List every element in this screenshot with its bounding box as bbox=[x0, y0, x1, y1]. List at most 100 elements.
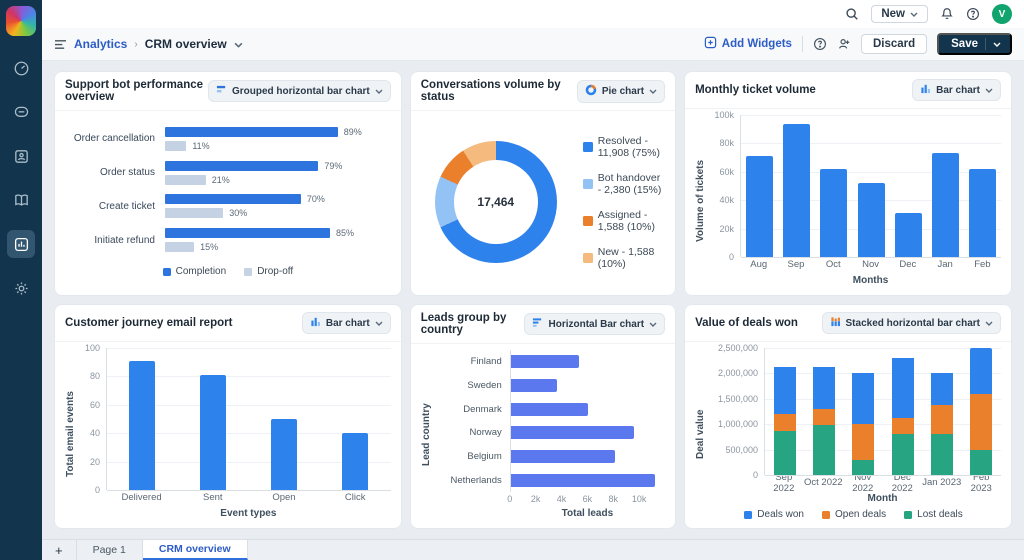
chart-type-selector[interactable]: Bar chart bbox=[912, 79, 1001, 101]
y-tick: 0 bbox=[729, 252, 735, 262]
info-icon[interactable] bbox=[813, 37, 827, 51]
bar bbox=[165, 174, 206, 185]
gridline bbox=[107, 376, 391, 378]
panel-title: Conversations volume by status bbox=[420, 79, 561, 103]
legend-item: Completion bbox=[162, 266, 226, 277]
y-axis-title: Volume of tickets bbox=[695, 159, 707, 243]
bar-group: Order cancellation 89% 11% bbox=[65, 126, 391, 151]
legend-item: New - 1,588 (10%) bbox=[582, 246, 665, 270]
gridline bbox=[741, 257, 1001, 258]
discard-button[interactable]: Discard bbox=[860, 34, 928, 54]
search-icon[interactable] bbox=[845, 7, 859, 21]
x-tick: Sep bbox=[787, 259, 805, 270]
grouped-bar-chart: Order cancellation 89% 11% Order status 79% 2… bbox=[65, 117, 391, 287]
report-chevron-down-icon[interactable] bbox=[234, 37, 243, 51]
donut-center-total: 17,464 bbox=[453, 160, 538, 244]
x-axis-title: Total leads bbox=[561, 508, 614, 519]
new-button[interactable]: New bbox=[871, 5, 928, 23]
bar-segment bbox=[813, 367, 836, 409]
gridline bbox=[107, 348, 391, 349]
gridline bbox=[765, 424, 1001, 426]
plus-square-icon bbox=[704, 36, 717, 52]
legend-item: Open deals bbox=[822, 509, 886, 520]
add-page-button[interactable]: + bbox=[42, 540, 77, 560]
legend-item: Drop-off bbox=[244, 266, 293, 277]
bar bbox=[510, 473, 655, 487]
chart-type-selector[interactable]: Stacked horizontal bar chart bbox=[821, 312, 1001, 334]
add-widgets-label: Add Widgets bbox=[721, 38, 792, 50]
sidebar-item-contacts[interactable] bbox=[7, 142, 35, 170]
freshworks-logo[interactable] bbox=[6, 6, 36, 36]
dashboard-grid: Support bot performance overview Grouped… bbox=[42, 61, 1024, 539]
bar-group: Order status 79% 21% bbox=[65, 160, 391, 185]
x-axis-ticks: 0 2k 4k 6k 8k 10k bbox=[507, 492, 665, 505]
avatar[interactable]: V bbox=[992, 4, 1012, 24]
sidebar-item-analytics[interactable] bbox=[7, 230, 35, 258]
sidebar-item-conversations[interactable] bbox=[7, 98, 35, 126]
x-tick: Nov 2022 bbox=[852, 471, 874, 494]
bar bbox=[510, 450, 615, 464]
stacked-bar bbox=[930, 348, 953, 475]
bar bbox=[165, 160, 319, 171]
sidebar bbox=[0, 0, 42, 560]
chart-legend: Deals won Open deals Lost deals bbox=[706, 505, 1001, 520]
sidebar-item-dashboard[interactable] bbox=[7, 54, 35, 82]
panel-support-bot-performance: Support bot performance overview Grouped… bbox=[54, 71, 402, 296]
bar-row: Sweden bbox=[432, 373, 665, 398]
chart-type-label: Horizontal Bar chart bbox=[548, 318, 645, 330]
grouped-hbar-chart-icon bbox=[216, 84, 227, 98]
bar bbox=[510, 402, 588, 416]
chevron-down-icon bbox=[375, 86, 383, 97]
panel-title: Customer journey email report bbox=[65, 317, 233, 329]
y-tick: 60 bbox=[89, 399, 100, 410]
horizontal-bar-chart-icon bbox=[532, 317, 543, 331]
chart-legend: Completion Drop-off bbox=[65, 262, 391, 277]
bar-segment bbox=[852, 459, 875, 475]
gridline bbox=[741, 143, 1001, 145]
y-tick: 2,500,000 bbox=[718, 343, 759, 353]
gridline bbox=[107, 433, 391, 435]
book-icon bbox=[13, 192, 30, 209]
legend-item: Bot handover - 2,380 (15%) bbox=[582, 171, 665, 196]
share-user-icon[interactable] bbox=[837, 37, 851, 51]
y-axis: 100k 80k 60k 40k 20k 0 bbox=[706, 110, 740, 262]
donut: 17,464 bbox=[434, 141, 557, 263]
tab-crm-overview[interactable]: CRM overview bbox=[142, 540, 248, 560]
gear-icon bbox=[13, 280, 30, 297]
help-icon[interactable] bbox=[966, 7, 980, 21]
x-tick: Nov bbox=[862, 259, 879, 270]
bar-segment bbox=[970, 393, 993, 450]
sidebar-item-settings[interactable] bbox=[7, 274, 35, 302]
legend-swatch bbox=[904, 510, 913, 519]
bell-icon[interactable] bbox=[940, 7, 954, 21]
y-tick: 60k bbox=[719, 166, 735, 177]
breadcrumb: Analytics › CRM overview bbox=[54, 37, 243, 51]
bar bbox=[165, 228, 331, 239]
y-tick: 500,000 bbox=[725, 444, 759, 455]
sidebar-item-knowledge-base[interactable] bbox=[7, 186, 35, 214]
menu-icon[interactable] bbox=[54, 39, 67, 50]
save-button[interactable]: Save bbox=[937, 33, 1012, 55]
breadcrumb-current: CRM overview bbox=[144, 37, 227, 51]
legend-label: Bot handover - 2,380 (15%) bbox=[597, 171, 662, 196]
tab-page-1[interactable]: Page 1 bbox=[77, 540, 143, 560]
chart-type-selector[interactable]: Bar chart bbox=[301, 312, 391, 334]
chevron-down-icon bbox=[649, 319, 657, 330]
gridline bbox=[107, 404, 391, 406]
bar-segment bbox=[970, 449, 993, 475]
breadcrumb-analytics[interactable]: Analytics bbox=[74, 37, 128, 51]
chart-type-selector[interactable]: Grouped horizontal bar chart bbox=[207, 80, 391, 102]
y-axis: 100 80 60 40 20 0 bbox=[76, 343, 106, 495]
y-tick: 1,000,000 bbox=[718, 419, 759, 430]
category-label: Order cancellation bbox=[73, 133, 155, 145]
chart-type-label: Pie chart bbox=[601, 85, 645, 97]
chevron-down-icon bbox=[985, 85, 993, 96]
add-widgets-button[interactable]: Add Widgets bbox=[704, 36, 792, 52]
chart-type-selector[interactable]: Pie chart bbox=[576, 79, 666, 103]
legend-swatch bbox=[582, 178, 593, 189]
y-tick: 100 bbox=[84, 343, 100, 353]
chart-type-selector[interactable]: Horizontal Bar chart bbox=[524, 313, 666, 335]
category-label: Create ticket bbox=[98, 200, 155, 212]
x-axis-labels: Delivered Sent Open Click bbox=[76, 490, 391, 505]
